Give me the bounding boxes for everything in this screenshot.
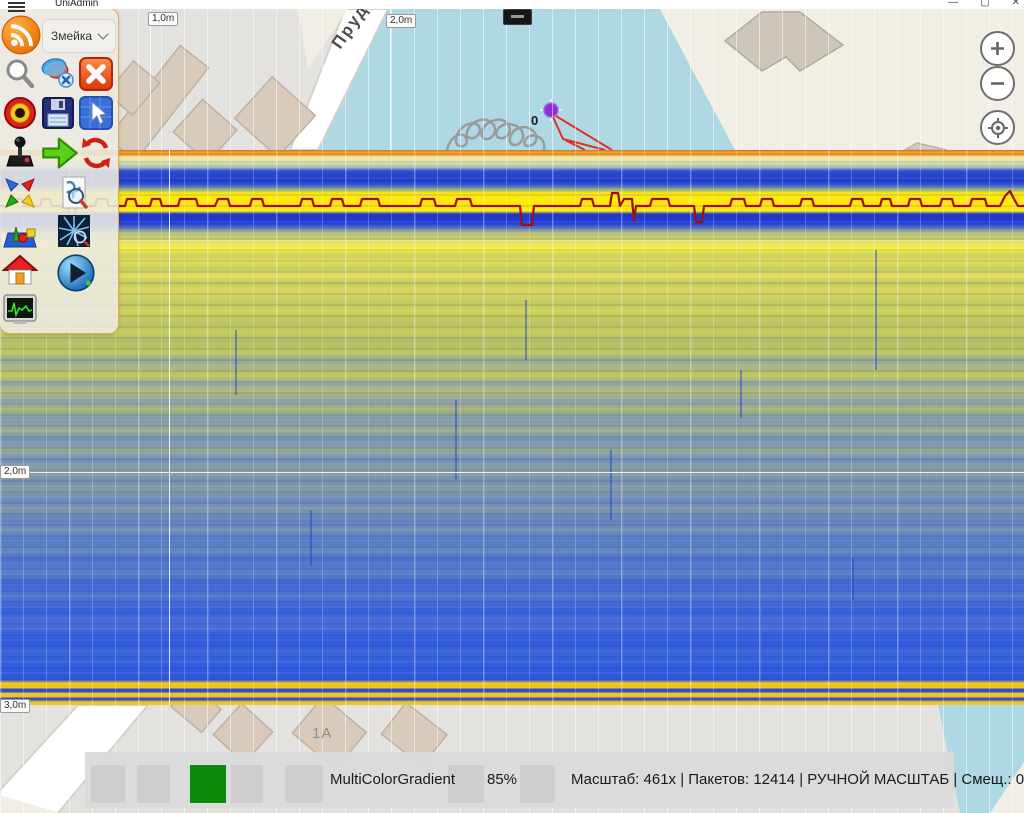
noise-streak bbox=[610, 450, 612, 520]
rss-icon bbox=[1, 15, 41, 55]
status-bar: MultiColorGradient 85% Масштаб: 461x | П… bbox=[85, 752, 1024, 808]
map-view-top[interactable]: Пруд 1,0m 2,0m 0 bbox=[0, 9, 1024, 150]
depth-scale-label: 2,0m bbox=[0, 465, 31, 479]
target-icon bbox=[4, 97, 36, 129]
title-bar: UniAdmin — ▢ ✕ bbox=[0, 0, 1024, 12]
map-shapes-top bbox=[105, 9, 1024, 150]
hamburger-menu-icon[interactable] bbox=[8, 0, 25, 12]
window-title: UniAdmin bbox=[55, 0, 99, 9]
step-forward-button[interactable] bbox=[40, 133, 80, 173]
search-button[interactable] bbox=[2, 56, 38, 92]
home-icon bbox=[1, 254, 39, 285]
locate-icon bbox=[987, 117, 1008, 138]
refresh-icon bbox=[82, 137, 110, 169]
map-scale-label-1m: 1,0m bbox=[148, 12, 179, 26]
search-icon bbox=[6, 59, 35, 89]
map-zoom-in-button[interactable] bbox=[980, 31, 1015, 66]
objects-3d-button[interactable] bbox=[2, 215, 38, 251]
document-search-icon bbox=[62, 176, 88, 209]
map-zoom-out-button[interactable] bbox=[980, 66, 1015, 101]
map-gridline-1m bbox=[150, 9, 151, 150]
map-marker-black[interactable] bbox=[503, 9, 532, 25]
play-icon bbox=[57, 254, 95, 292]
select-cursor-button[interactable] bbox=[78, 95, 114, 131]
maximize-button[interactable]: ▢ bbox=[980, 0, 990, 8]
mode-dropdown[interactable]: Змейка bbox=[42, 19, 116, 53]
minimize-button[interactable]: — bbox=[948, 0, 959, 8]
map-locate-button[interactable] bbox=[980, 110, 1015, 145]
toolbar-panel: Змейка bbox=[0, 8, 119, 334]
plus-icon bbox=[991, 42, 1004, 55]
rss-button[interactable] bbox=[1, 15, 41, 55]
radargram-marker-line bbox=[169, 150, 170, 705]
close-icon bbox=[79, 57, 113, 91]
map-gridline-2m bbox=[390, 9, 391, 150]
joystick-icon bbox=[6, 136, 34, 167]
mode-dropdown-value: Змейка bbox=[50, 29, 93, 43]
status-toggle-active[interactable] bbox=[190, 765, 226, 803]
noise-streak bbox=[455, 400, 457, 480]
save-icon bbox=[42, 97, 74, 129]
minus-icon bbox=[991, 82, 1004, 85]
cursor-icon bbox=[79, 96, 113, 130]
close-layer-button[interactable] bbox=[78, 56, 114, 92]
view-report-button[interactable] bbox=[56, 175, 92, 211]
depth-scale-label: 3,0m bbox=[0, 699, 31, 713]
surface-trace-plot bbox=[0, 189, 1024, 227]
status-toggle[interactable] bbox=[91, 765, 125, 803]
move-arrows-icon bbox=[5, 178, 35, 208]
radargram-depth-gridline bbox=[0, 240, 1024, 241]
starburst-search-icon bbox=[58, 215, 90, 247]
status-toggle[interactable] bbox=[520, 765, 555, 803]
status-toggle[interactable] bbox=[137, 765, 170, 803]
chevron-down-icon bbox=[97, 28, 109, 40]
noise-streak bbox=[740, 370, 742, 418]
track-start-label: 0 bbox=[531, 113, 539, 128]
arrow-right-icon bbox=[42, 137, 78, 169]
close-window-button[interactable]: ✕ bbox=[1011, 0, 1020, 8]
process-burst-button[interactable] bbox=[56, 213, 92, 249]
oscilloscope-button[interactable] bbox=[2, 291, 38, 327]
layers-visibility-icon bbox=[41, 58, 74, 88]
radargram-depth-gridline bbox=[0, 472, 1024, 473]
layers-visibility-button[interactable] bbox=[40, 54, 76, 90]
status-toggle[interactable] bbox=[231, 765, 263, 803]
noise-streak bbox=[235, 330, 237, 395]
gain-value-label: 85% bbox=[487, 771, 518, 788]
move-arrows-button[interactable] bbox=[2, 175, 38, 211]
map-scale-label-2m: 2,0m bbox=[386, 14, 417, 28]
joystick-button[interactable] bbox=[2, 135, 38, 171]
3d-objects-icon bbox=[3, 226, 37, 248]
oscilloscope-icon bbox=[3, 294, 37, 324]
radargram-profile[interactable] bbox=[0, 150, 1024, 705]
save-button[interactable] bbox=[40, 95, 76, 131]
noise-streak bbox=[852, 558, 854, 600]
refresh-button[interactable] bbox=[78, 135, 114, 171]
building-number-label: 1А bbox=[312, 725, 333, 742]
noise-streak bbox=[525, 300, 527, 360]
noise-streak bbox=[310, 510, 312, 565]
gradient-name-label: MultiColorGradient bbox=[330, 771, 456, 788]
target-button[interactable] bbox=[2, 95, 38, 131]
status-info-label: Масштаб: 461x | Пакетов: 12414 | РУЧНОЙ … bbox=[571, 771, 1024, 788]
noise-streak bbox=[875, 250, 877, 370]
status-toggle[interactable] bbox=[285, 765, 323, 803]
home-button[interactable] bbox=[1, 253, 39, 289]
play-button[interactable] bbox=[56, 253, 96, 293]
